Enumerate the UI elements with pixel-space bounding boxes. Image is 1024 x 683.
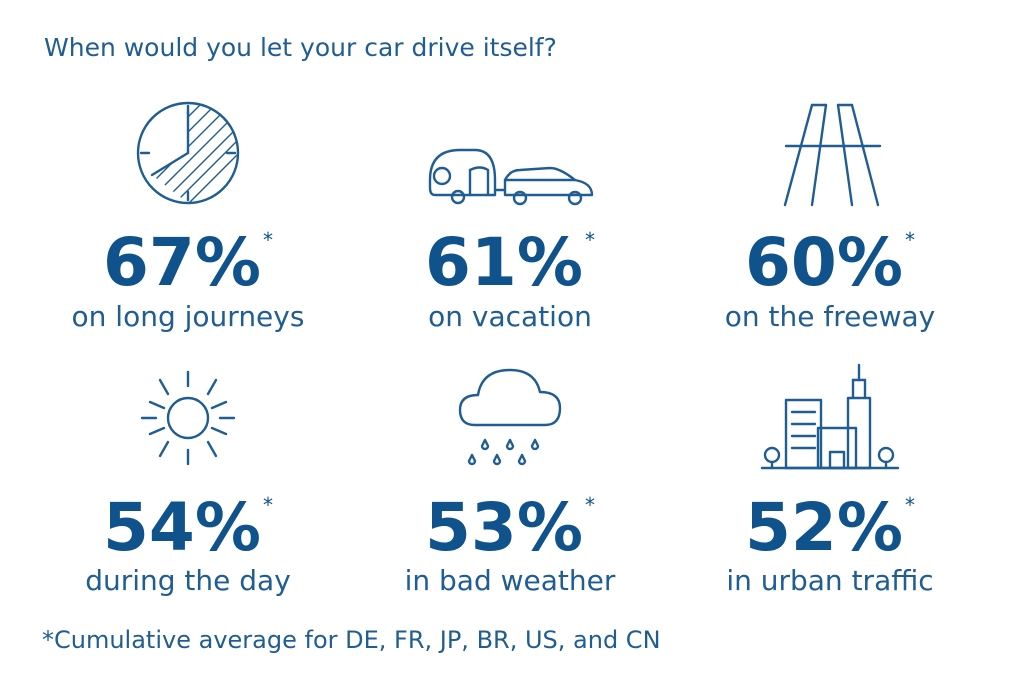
title: When would you let your car drive itself… [44,33,557,62]
stat-label: in urban traffic [726,564,933,597]
stat-value: 52% * [745,489,915,566]
sun-icon [140,370,236,466]
stat-value: 60% * [745,224,915,301]
value: 53% [425,489,583,566]
value: 61% [425,224,583,301]
stat-value: 61% * [425,224,595,301]
stat-label: during the day [85,564,291,597]
footnote-marker: * [585,493,595,517]
stat-value: 54% * [103,489,273,566]
footnote: *Cumulative average for DE, FR, JP, BR, … [42,626,661,654]
stat-value: 53% * [425,489,595,566]
freeway-icon [783,103,882,207]
vacation-icon [428,148,594,206]
rain-icon [458,368,562,466]
footnote-marker: * [905,493,915,517]
city-icon [760,363,900,470]
stat-label: in bad weather [405,564,616,597]
value: 67% [103,224,261,301]
stat-label: on vacation [428,300,592,333]
stat-label: on the freeway [725,300,935,333]
clock-icon [136,101,240,205]
footnote-marker: * [585,228,595,252]
stat-value: 67% * [103,224,273,301]
footnote-marker: * [263,493,273,517]
value: 52% [745,489,903,566]
footnote-marker: * [905,228,915,252]
stat-label: on long journeys [72,300,305,333]
value: 60% [745,224,903,301]
value: 54% [103,489,261,566]
footnote-marker: * [263,228,273,252]
